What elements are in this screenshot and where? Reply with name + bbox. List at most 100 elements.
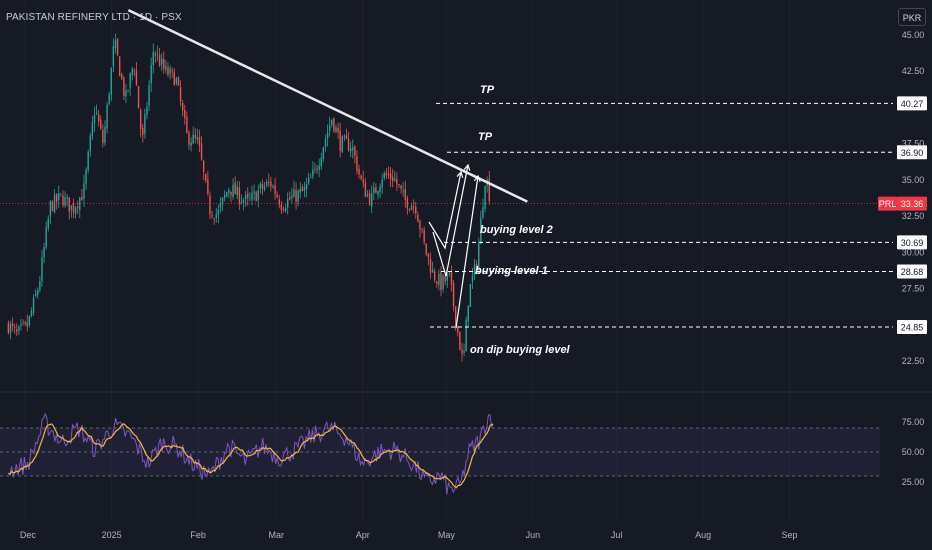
candle-body [28, 315, 31, 325]
candle-body [284, 208, 287, 212]
candle-body [459, 332, 461, 351]
candle-body [322, 147, 325, 159]
candle-body [22, 322, 24, 324]
candle-body [125, 90, 127, 97]
candle-body [354, 146, 356, 156]
time-axis[interactable]: Dec 2025 Feb Mar Apr May Jun Jul Aug Sep [20, 530, 798, 540]
candle-body [488, 178, 490, 202]
candle-body [66, 197, 68, 199]
rsi-line [8, 412, 494, 495]
candle-body [406, 198, 409, 209]
candle-body [30, 310, 33, 316]
candle-body [337, 128, 339, 133]
candle-body [18, 326, 20, 331]
candle-body [404, 188, 406, 200]
candle-body [263, 186, 266, 190]
candle-body [236, 186, 238, 196]
candle-body [377, 190, 379, 195]
rsi-tick-label: 25.00 [902, 477, 925, 487]
candle-body [410, 205, 413, 211]
candle-body [116, 38, 119, 56]
price-axis[interactable]: 45.00 42.50 37.50 35.00 32.50 30.00 27.50 22.50… [878, 30, 927, 487]
candle-body [478, 243, 480, 270]
candle-body [251, 192, 253, 200]
candle-body [34, 293, 37, 296]
currency-button[interactable]: PKR [898, 8, 926, 26]
candle-body [452, 283, 455, 307]
candle-body [291, 195, 293, 199]
candle-body [396, 178, 398, 185]
candle-body [177, 77, 180, 86]
candle-body [341, 136, 343, 153]
candle-body [226, 192, 228, 197]
candle-body [91, 122, 94, 137]
candle-body [13, 327, 16, 328]
candle-body [127, 89, 129, 91]
candle-body [412, 206, 415, 208]
candle-body [160, 58, 163, 65]
time-tick-label: Feb [190, 530, 206, 540]
candle-body [343, 136, 346, 138]
projection-arrow-head [463, 163, 471, 171]
candle-body [87, 151, 89, 170]
candle-body [209, 195, 211, 215]
candle-body [446, 274, 448, 281]
candle-body [32, 297, 35, 313]
candle-body [102, 130, 104, 143]
candle-body [242, 200, 245, 203]
candle-body [362, 179, 364, 183]
projection-arrows [428, 163, 481, 329]
candle-body [467, 305, 469, 322]
candle-body [417, 215, 419, 222]
candle-body [60, 193, 62, 195]
candle-body [339, 130, 341, 151]
candle-body [255, 192, 257, 202]
candle-body [480, 218, 482, 245]
candle-body [370, 193, 373, 207]
candle-body [215, 214, 217, 219]
candle-body [450, 271, 453, 285]
candle-body [146, 106, 148, 115]
candle-body [469, 283, 472, 307]
candle-body [62, 195, 64, 206]
candle-body [169, 68, 171, 74]
candle-body [133, 70, 136, 72]
price-tick-label: 27.50 [902, 284, 925, 294]
candle-body [217, 209, 220, 215]
candle-body [310, 177, 312, 179]
candle-body [297, 190, 299, 202]
candle-body [442, 275, 444, 290]
candle-body [11, 323, 14, 326]
rsi-ma-line [8, 423, 494, 489]
candle-body [253, 191, 255, 194]
candle-body [165, 65, 167, 70]
candle-body [200, 143, 203, 160]
candle-body [192, 134, 194, 144]
candle-body [402, 190, 404, 192]
chart-title: PAKISTAN REFINERY LTD · 1D · PSX [6, 12, 182, 23]
candle-body [391, 176, 394, 182]
level-label: 30.69 [901, 238, 924, 248]
time-tick-label: Apr [356, 530, 370, 540]
price-tick-label: 22.50 [902, 356, 925, 366]
symbol-badge: PRL [879, 199, 897, 209]
candle-body [471, 275, 474, 282]
candle-body [72, 203, 75, 213]
candle-body [16, 329, 18, 332]
candle-body [482, 207, 484, 218]
candle-body [276, 194, 278, 198]
candle-body [43, 246, 45, 258]
candle-body [278, 199, 280, 206]
candle-body [303, 187, 306, 191]
candle-body [152, 51, 154, 65]
candle-body [181, 102, 184, 111]
level-label-bg [897, 320, 927, 335]
candle-body [324, 138, 327, 147]
candle-body [95, 112, 98, 114]
candle-body [154, 53, 157, 56]
candle-body [444, 276, 446, 282]
time-tick-label: 2025 [102, 530, 122, 540]
candle-body [389, 173, 392, 179]
candle-body [257, 190, 259, 200]
